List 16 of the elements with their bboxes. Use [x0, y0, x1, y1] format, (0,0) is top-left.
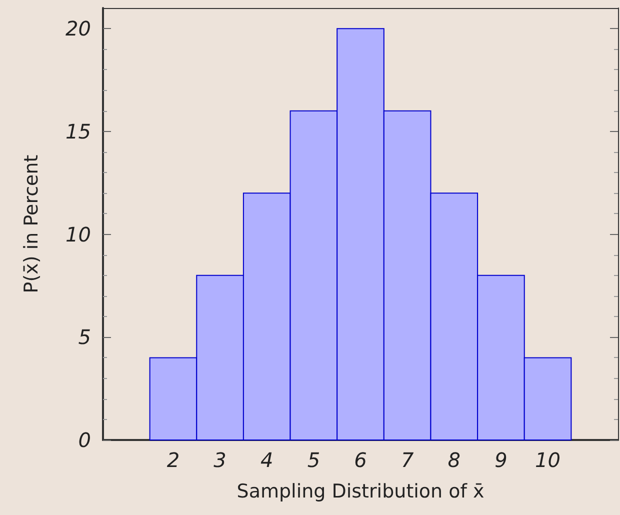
x-tick-label: 6 — [354, 448, 367, 472]
y-tick-label: 5 — [78, 325, 91, 350]
x-tick-label: 2 — [166, 448, 180, 472]
y-tick-label: 0 — [78, 428, 91, 452]
x-tick-label: 3 — [214, 448, 226, 472]
x-tick-label: 10 — [535, 448, 560, 472]
y-tick-label: 20 — [66, 16, 91, 41]
x-axis-title: Sampling Distribution of x̄ — [236, 480, 484, 502]
x-tick-label: 8 — [448, 448, 461, 472]
y-axis-title: P(x̄) in Percent — [20, 154, 42, 294]
y-tick-label: 10 — [66, 222, 91, 246]
y-tick-label: 15 — [66, 119, 91, 144]
x-tick-label: 7 — [400, 448, 414, 472]
x-tick-label: 5 — [307, 448, 320, 472]
x-tick-label: 4 — [260, 448, 274, 472]
x-tick-label: 9 — [494, 448, 508, 472]
